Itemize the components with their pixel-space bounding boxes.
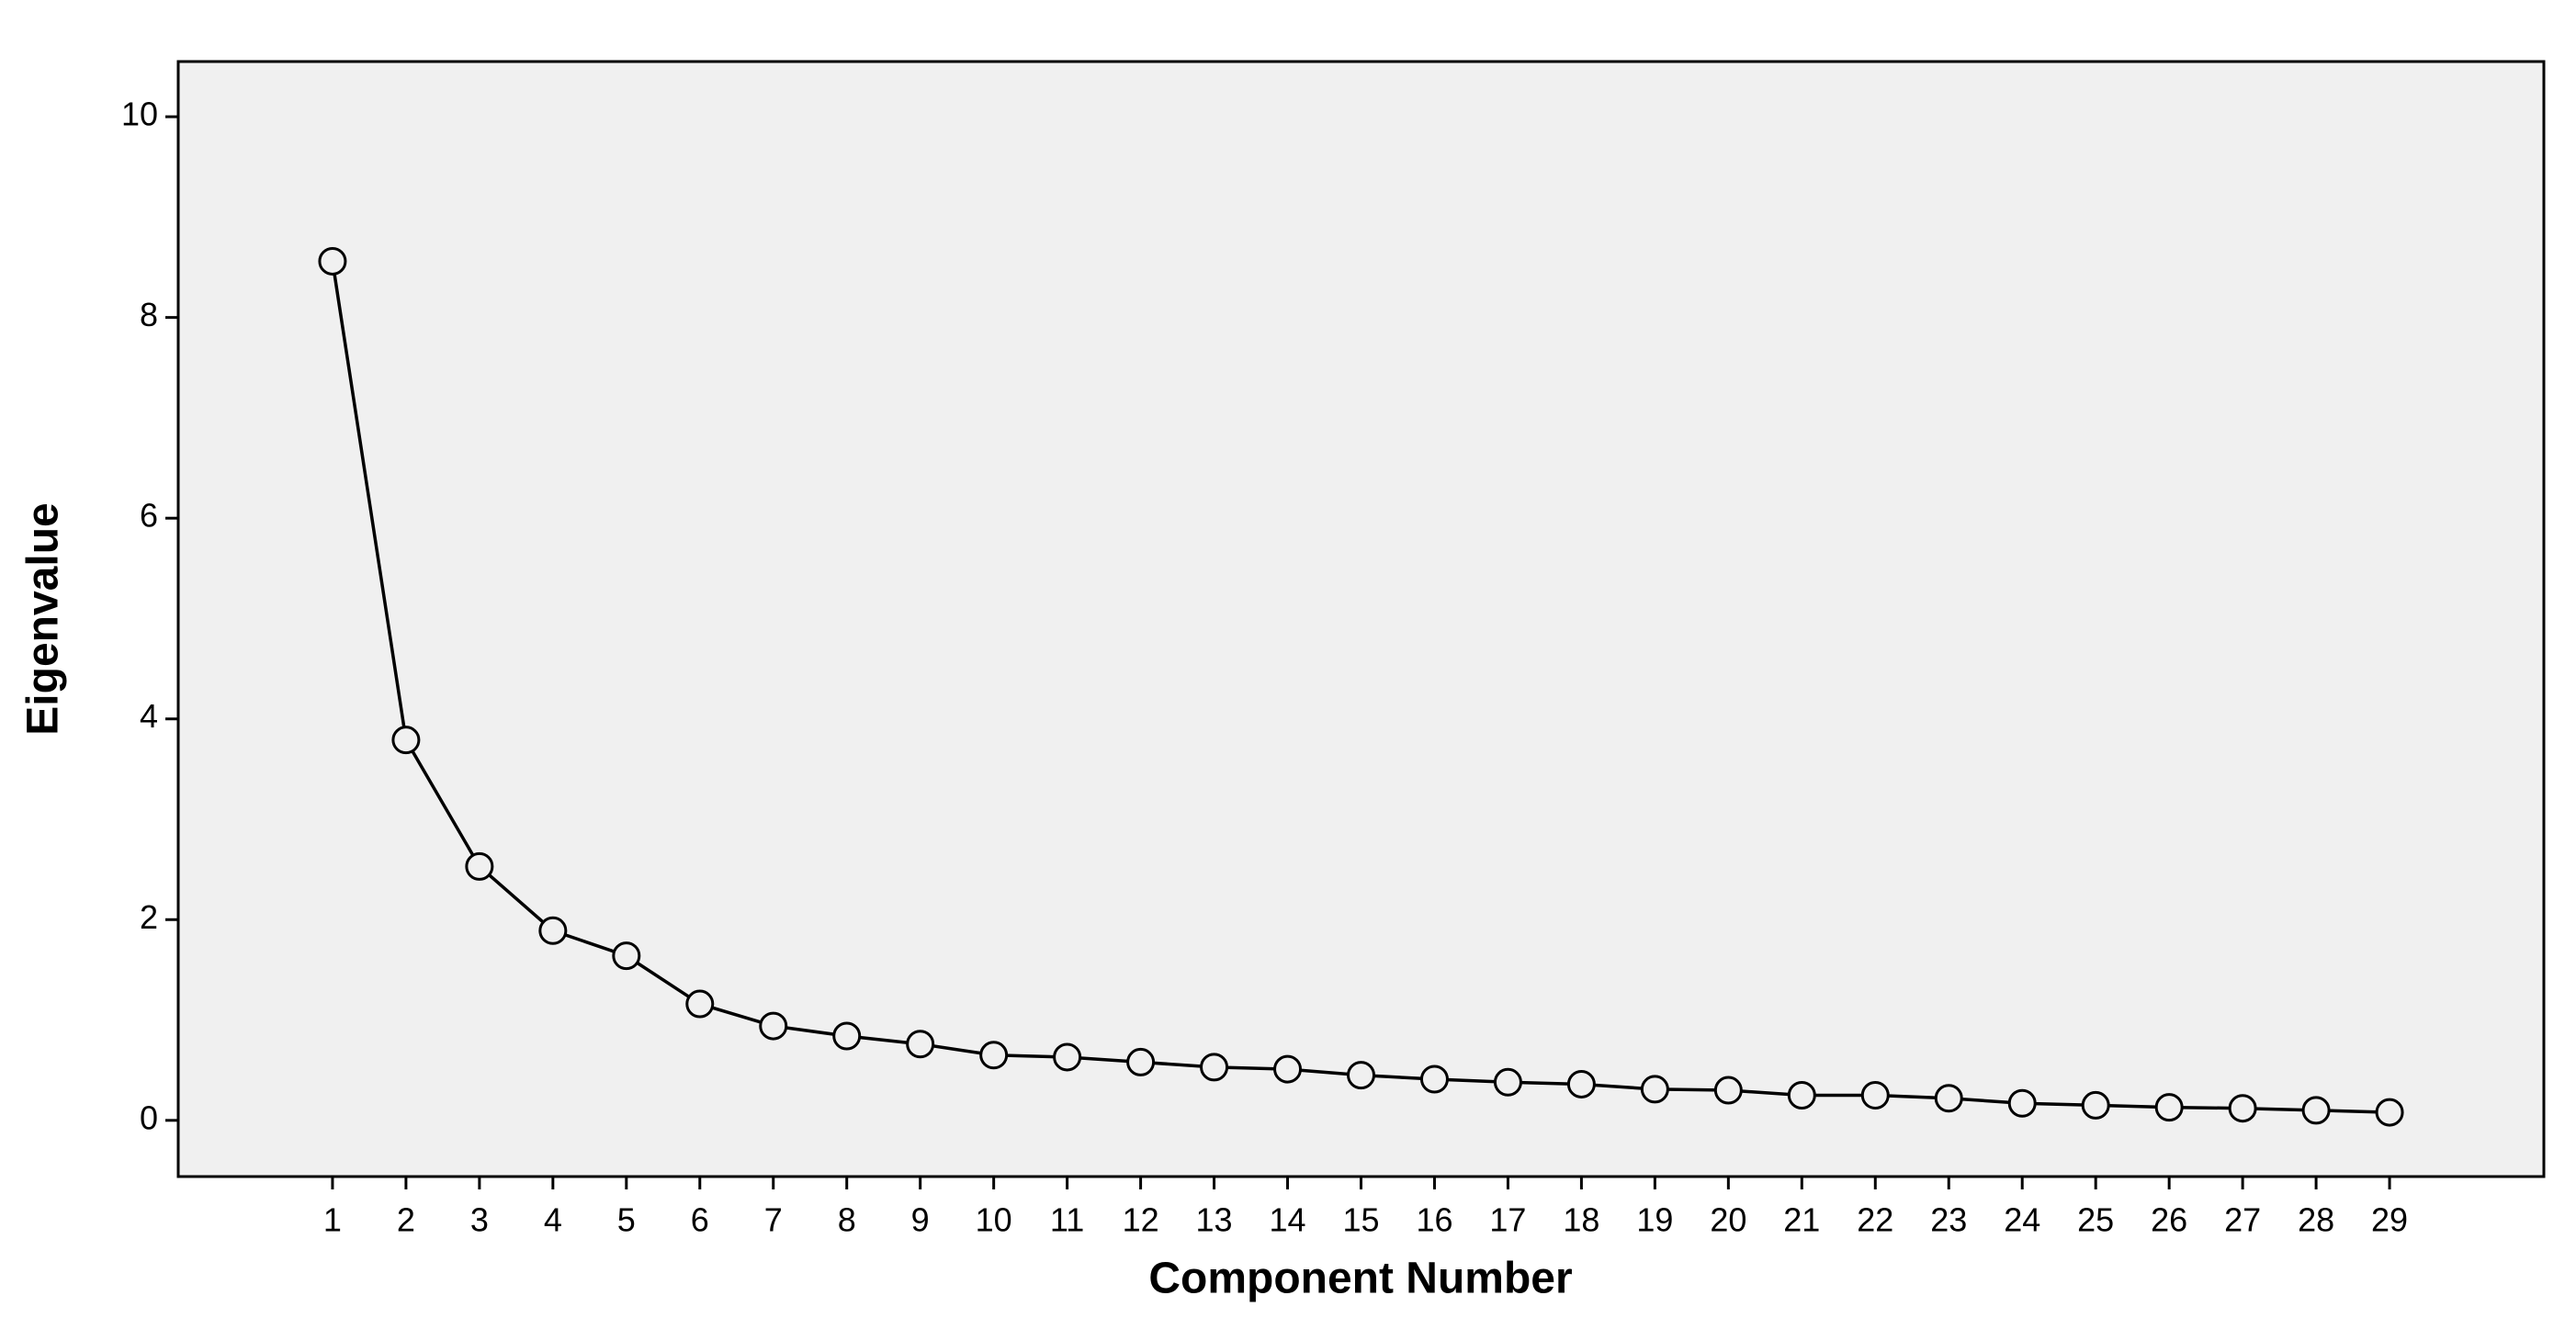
data-point bbox=[612, 941, 641, 971]
data-point bbox=[538, 916, 568, 945]
x-tick-label: 9 bbox=[911, 1201, 930, 1239]
data-point bbox=[2301, 1096, 2331, 1125]
y-tick-label: 4 bbox=[140, 697, 158, 735]
x-tick-label: 23 bbox=[1930, 1201, 1967, 1239]
x-tick-label: 6 bbox=[691, 1201, 709, 1239]
x-tick-label: 14 bbox=[1270, 1201, 1306, 1239]
x-axis-title: Component Number bbox=[1148, 1255, 1572, 1303]
data-point bbox=[1273, 1054, 1303, 1084]
x-tick-label: 16 bbox=[1416, 1201, 1452, 1239]
x-tick-label: 17 bbox=[1489, 1201, 1526, 1239]
x-tick-label: 21 bbox=[1783, 1201, 1820, 1239]
x-tick-label: 18 bbox=[1563, 1201, 1599, 1239]
data-point bbox=[685, 989, 715, 1019]
x-tick-label: 5 bbox=[617, 1201, 636, 1239]
data-point bbox=[1566, 1069, 1596, 1098]
data-point bbox=[2228, 1094, 2257, 1123]
data-point bbox=[1934, 1084, 1963, 1113]
data-point bbox=[759, 1011, 788, 1041]
y-axis-title: Eigenvalue bbox=[19, 502, 68, 735]
x-tick-label: 22 bbox=[1857, 1201, 1893, 1239]
x-tick-label: 28 bbox=[2298, 1201, 2334, 1239]
data-point bbox=[2375, 1098, 2404, 1127]
data-point bbox=[906, 1030, 935, 1059]
y-tick-label: 10 bbox=[121, 96, 158, 133]
data-point bbox=[1126, 1047, 1156, 1076]
y-tick-label: 0 bbox=[140, 1098, 158, 1136]
x-tick-label: 7 bbox=[764, 1201, 783, 1239]
plot-area bbox=[176, 60, 2546, 1178]
x-tick-label: 25 bbox=[2077, 1201, 2114, 1239]
data-point bbox=[979, 1041, 1009, 1070]
x-tick-label: 3 bbox=[470, 1201, 489, 1239]
x-tick-label: 15 bbox=[1342, 1201, 1379, 1239]
data-point bbox=[2154, 1093, 2184, 1122]
x-tick-label: 26 bbox=[2151, 1201, 2187, 1239]
data-point bbox=[832, 1021, 862, 1051]
x-tick-label: 27 bbox=[2224, 1201, 2261, 1239]
x-tick-label: 19 bbox=[1636, 1201, 1673, 1239]
data-point bbox=[1860, 1080, 1890, 1110]
x-tick-label: 2 bbox=[397, 1201, 415, 1239]
x-tick-label: 11 bbox=[1050, 1201, 1084, 1239]
data-point bbox=[1053, 1042, 1082, 1072]
x-tick-label: 20 bbox=[1710, 1201, 1746, 1239]
x-tick-label: 13 bbox=[1196, 1201, 1233, 1239]
y-tick-label: 8 bbox=[140, 296, 158, 333]
x-tick-label: 8 bbox=[838, 1201, 856, 1239]
data-point bbox=[1419, 1065, 1449, 1094]
data-point bbox=[1713, 1076, 1743, 1105]
data-point bbox=[2081, 1090, 2110, 1120]
y-tick-label: 2 bbox=[140, 898, 158, 936]
data-point bbox=[2007, 1088, 2037, 1118]
data-point bbox=[1787, 1080, 1816, 1110]
data-point bbox=[1347, 1061, 1375, 1090]
data-point bbox=[1493, 1067, 1522, 1097]
data-point bbox=[1640, 1075, 1669, 1104]
x-tick-label: 24 bbox=[2004, 1201, 2040, 1239]
data-point bbox=[1200, 1053, 1229, 1082]
data-point bbox=[391, 726, 421, 755]
x-tick-label: 10 bbox=[976, 1201, 1012, 1239]
x-tick-label: 29 bbox=[2371, 1201, 2408, 1239]
data-point bbox=[465, 851, 494, 881]
x-tick-label: 1 bbox=[323, 1201, 342, 1239]
x-tick-label: 12 bbox=[1123, 1201, 1159, 1239]
data-point bbox=[318, 246, 347, 276]
y-tick-label: 6 bbox=[140, 497, 158, 535]
x-tick-label: 4 bbox=[544, 1201, 562, 1239]
